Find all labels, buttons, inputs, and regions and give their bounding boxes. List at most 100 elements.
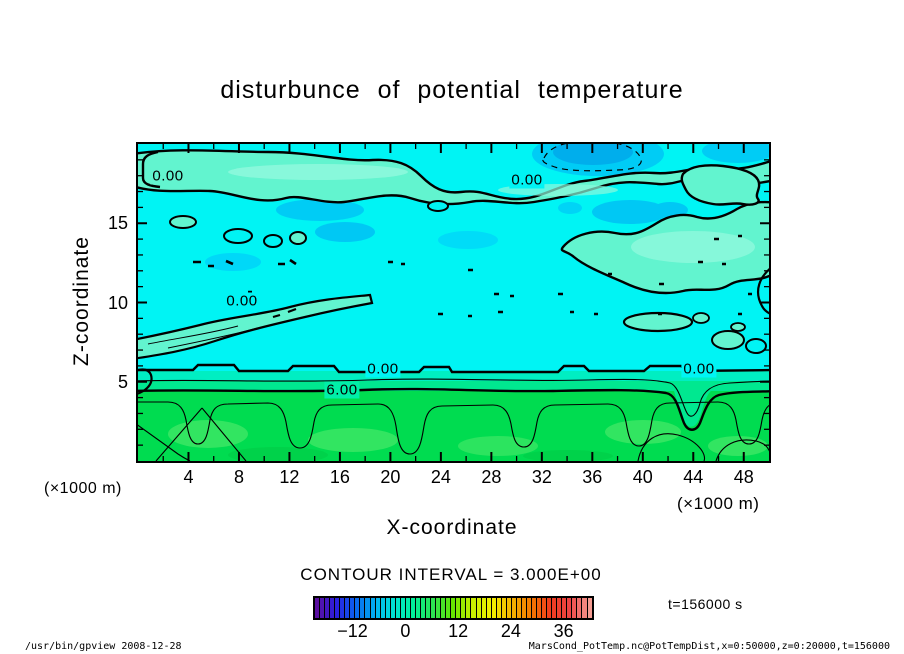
x-tick-label: 4 (183, 467, 194, 487)
colorbar-cell (455, 598, 461, 618)
footer-command: /usr/bin/gpview 2008-12-28 (25, 641, 182, 652)
colorbar-cell (315, 598, 320, 618)
colorbar-cell (354, 598, 360, 618)
colorbar-cell (586, 598, 592, 618)
colorbar-cell (561, 598, 567, 618)
colorbar-tick-label: −12 (337, 621, 368, 641)
x-tick-label: 20 (380, 467, 401, 487)
colorbar-cell (364, 598, 370, 618)
colorbar-cell (349, 598, 355, 618)
colorbar-cell (425, 598, 431, 618)
colorbar-cell (556, 598, 562, 618)
colorbar-cell (440, 598, 446, 618)
x-tick-label: 44 (683, 467, 704, 487)
x-tick-label: 48 (733, 467, 754, 487)
colorbar-cell (419, 598, 426, 618)
x-tick-label: 40 (632, 467, 653, 487)
colorbar-cell (490, 598, 496, 618)
colorbar-cell (485, 598, 491, 618)
x-tick-label: 12 (279, 467, 300, 487)
positive-topright-blob (680, 164, 761, 206)
x-tick-label: 16 (329, 467, 350, 487)
contour-plot: 0.00 0.00 0.00 0.00 0.00 6.00 (136, 142, 771, 463)
positive-top-band (138, 149, 769, 206)
colorbar-cell (551, 598, 557, 618)
colorbar-cell (334, 598, 340, 618)
colorbar-cell (546, 598, 552, 618)
colorbar-cell (571, 598, 577, 618)
x-axis-unit: (×1000 m) (677, 494, 760, 513)
x-tick-label: 28 (481, 467, 502, 487)
y-axis-unit: (×1000 m) (44, 480, 122, 497)
y-tick-label: 15 (107, 213, 128, 234)
colorbar-cell (510, 598, 516, 618)
footer-source: MarsCond_PotTemp.nc@PotTempDist,x=0:5000… (528, 641, 890, 652)
colorbar-cell (344, 598, 350, 618)
contour-specks (193, 234, 752, 318)
colorbar-cell (520, 598, 526, 618)
colorbar-cell (319, 598, 325, 618)
colorbar-cell (566, 598, 572, 618)
colorbar-cell (536, 598, 542, 618)
time-label: t=156000 s (668, 596, 743, 612)
colorbar-cell (531, 598, 537, 618)
x-tick-label: 36 (582, 467, 603, 487)
x-tick-label: 32 (531, 467, 552, 487)
x-tick-label: 24 (430, 467, 451, 487)
colorbar-cell (399, 598, 405, 618)
colorbar-cell (576, 598, 582, 618)
colorbar-cell (505, 598, 511, 618)
green-region-contours (138, 401, 769, 461)
colorbar-cell (329, 598, 335, 618)
colorbar-cell (515, 598, 521, 618)
colorbar-cell (339, 598, 345, 618)
contour-line-zero (138, 363, 769, 374)
colorbar-cell (581, 598, 587, 618)
colorbar-cell (384, 598, 390, 618)
contour-islands (141, 150, 769, 354)
colorbar-cell (324, 598, 330, 618)
colorbar-cell (435, 598, 441, 618)
y-tick-label: 5 (117, 371, 128, 392)
colorbar-tick-label: 12 (448, 621, 469, 641)
contour-interval-text: CONTOUR INTERVAL = 3.000E+00 (300, 565, 602, 584)
x-tick-label: 8 (233, 467, 244, 487)
y-axis-tick-labels: 5 10 15 (96, 144, 130, 461)
colorbar-cell (460, 598, 466, 618)
colorbar-cell (465, 598, 471, 618)
y-tick-label: 10 (107, 292, 128, 313)
colorbar-tick-label: 0 (400, 621, 411, 641)
colorbar-cell (500, 598, 506, 618)
colorbar-cell (480, 598, 486, 618)
colorbar-cell (430, 598, 436, 618)
colorbar-cell (475, 598, 481, 618)
green-lower-region (138, 390, 769, 461)
colorbar-cell (445, 598, 451, 618)
colorbar-cell (450, 598, 456, 618)
colorbar-cell (369, 598, 375, 618)
plot-title: disturbunce of potential temperature (220, 76, 684, 104)
x-axis-tick-labels: 4 8 12 16 20 24 28 32 36 40 44 48 (138, 467, 769, 489)
y-axis-title: Z-coordinate (70, 236, 93, 366)
colorbar-cell (374, 598, 380, 618)
colorbar (313, 596, 594, 620)
colorbar-cell (379, 598, 385, 618)
colorbar-cell (394, 598, 400, 618)
colorbar-tick-label: 24 (500, 621, 521, 641)
colorbar-tick-label: 36 (553, 621, 574, 641)
colorbar-cell (541, 598, 547, 618)
axis-ticks (138, 144, 769, 461)
colorbar-cell (409, 598, 415, 618)
colorbar-cell (359, 598, 365, 618)
colorbar-tick-labels: −12 0 12 24 36 (313, 621, 590, 643)
colorbar-cell (404, 598, 410, 618)
x-axis-title: X-coordinate (386, 516, 518, 539)
contour-plot-canvas (138, 144, 769, 461)
colorbar-cell (470, 598, 476, 618)
colorbar-cell (414, 598, 420, 618)
colorbar-cell (525, 598, 532, 618)
colorbar-cell (389, 598, 395, 618)
colorbar-cell (495, 598, 501, 618)
contour-line-three (138, 378, 769, 417)
